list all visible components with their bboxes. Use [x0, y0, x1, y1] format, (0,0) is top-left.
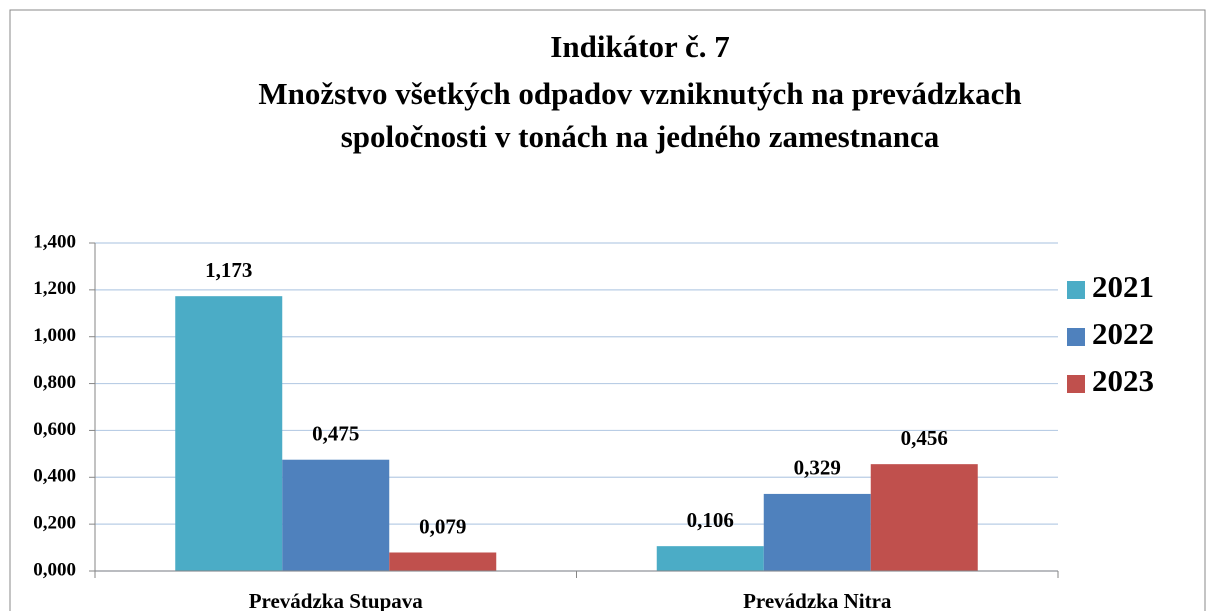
- bar: [870, 464, 978, 571]
- data-label: 0,475: [312, 422, 359, 446]
- data-label: 0,079: [419, 514, 466, 538]
- legend-swatch: [1067, 281, 1085, 299]
- data-label: 1,173: [205, 258, 252, 282]
- legend-label: 2021: [1092, 269, 1154, 304]
- chart-title: spoločnosti v tonách na jedného zamestna…: [341, 119, 940, 154]
- data-label: 0,106: [687, 508, 734, 532]
- chart-title: Množstvo všetkých odpadov vzniknutých na…: [258, 76, 1021, 111]
- legend-swatch: [1067, 375, 1085, 393]
- x-tick-label: Prevádzka Nitra: [743, 589, 892, 611]
- legend-swatch: [1067, 328, 1085, 346]
- chart-frame: [9, 9, 1206, 611]
- y-tick-label: 1,000: [33, 325, 76, 346]
- data-label: 0,456: [901, 426, 948, 450]
- y-tick-label: 0,200: [33, 513, 76, 534]
- x-tick-label: Prevádzka Stupava: [249, 589, 424, 611]
- bar: [389, 552, 497, 571]
- bar: [763, 493, 871, 571]
- y-tick-label: 0,000: [33, 559, 76, 580]
- y-tick-label: 0,400: [33, 466, 76, 487]
- bar: [282, 459, 390, 571]
- data-label: 0,329: [794, 456, 841, 480]
- y-tick-label: 1,200: [33, 278, 76, 299]
- y-tick-label: 0,800: [33, 372, 76, 393]
- legend-label: 2022: [1092, 316, 1154, 351]
- legend-label: 2023: [1092, 363, 1154, 398]
- bar: [175, 296, 283, 571]
- chart-title: Indikátor č. 7: [550, 29, 729, 64]
- y-tick-label: 0,600: [33, 419, 76, 440]
- y-tick-label: 1,400: [33, 231, 76, 252]
- bar: [656, 546, 764, 571]
